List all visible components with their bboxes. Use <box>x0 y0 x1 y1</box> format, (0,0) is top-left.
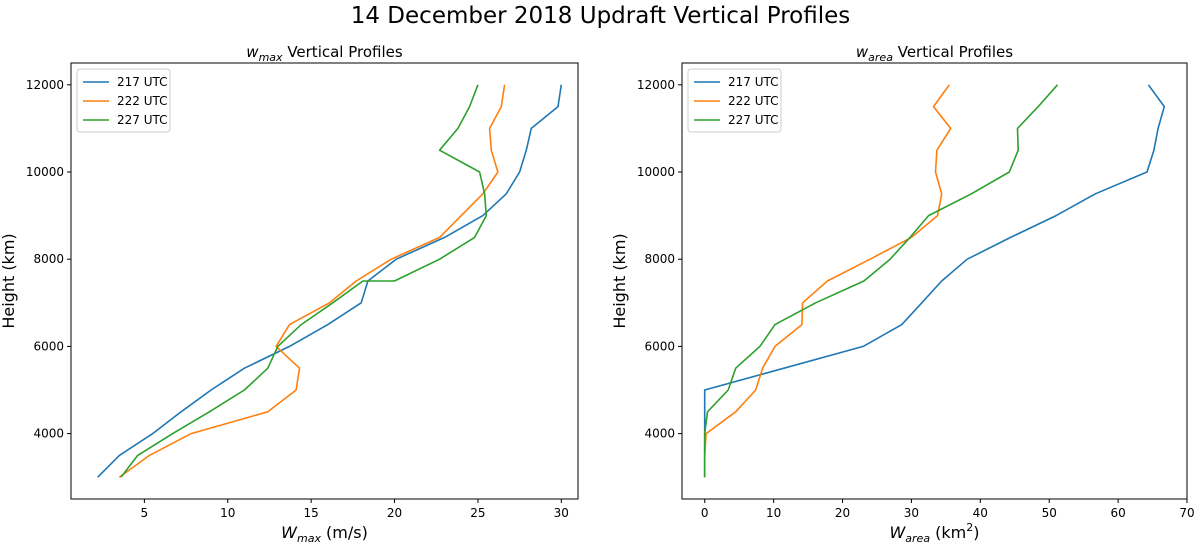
legend-label: 222 UTC <box>728 94 779 108</box>
x-tick-label: 60 <box>1110 506 1125 520</box>
x-tick-label: 10 <box>766 506 781 520</box>
legend-label: 222 UTC <box>117 94 168 108</box>
series-line-222-utc <box>703 84 952 478</box>
x-axis-label: Wmax (m/s) <box>281 523 368 545</box>
x-axis-label: Warea (km2) <box>889 521 979 545</box>
x-tick-label: 15 <box>304 506 319 520</box>
axes-frame <box>681 62 1188 500</box>
chart-left-wmax: 5 10 15 20 25 30 4000 6000 8000 10000 12000 wmax Ve… <box>0 43 579 545</box>
legend-label: 227 UTC <box>728 113 779 127</box>
x-tick-label: 70 <box>1179 506 1194 520</box>
legend-box <box>76 68 171 133</box>
y-tick-label: 4000 <box>644 427 675 441</box>
y-axis-label: Height (km) <box>610 233 629 328</box>
y-tick-label: 8000 <box>33 252 64 266</box>
x-tick-label: 40 <box>973 506 988 520</box>
y-tick-label: 8000 <box>644 252 675 266</box>
x-tick-label: 5 <box>141 506 149 520</box>
y-tick-label: 6000 <box>644 339 675 353</box>
series-line-227-utc <box>703 84 1059 478</box>
x-tick-label: 0 <box>701 506 709 520</box>
y-tick-label: 12000 <box>637 78 675 92</box>
x-tick-label: 10 <box>220 506 235 520</box>
y-tick-label: 4000 <box>33 427 64 441</box>
legend-label: 227 UTC <box>117 113 168 127</box>
y-tick-label: 10000 <box>26 165 64 179</box>
figure-title: 14 December 2018 Updraft Vertical Profil… <box>350 3 851 29</box>
x-tick-label: 20 <box>387 506 402 520</box>
y-tick-label: 6000 <box>33 339 64 353</box>
y-tick-label: 10000 <box>637 165 675 179</box>
y-axis-label: Height (km) <box>0 233 18 328</box>
x-tick-label: 30 <box>554 506 569 520</box>
x-tick-label: 30 <box>904 506 919 520</box>
chart-right-warea: 0 10 20 30 40 50 60 70 4000 6000 8000 10000 12000 war… <box>610 43 1195 545</box>
series-line-222-utc <box>118 84 506 478</box>
legend-box <box>687 68 782 133</box>
y-tick-label: 12000 <box>26 78 64 92</box>
legend-label: 217 UTC <box>728 75 779 89</box>
series-line-217-utc <box>97 84 563 478</box>
axes-title: warea Vertical Profiles <box>856 43 1013 64</box>
axes-frame <box>70 62 579 500</box>
x-tick-label: 25 <box>470 506 485 520</box>
series-line-227-utc <box>120 84 488 478</box>
series-line-217-utc <box>703 84 1166 478</box>
legend-label: 217 UTC <box>117 75 168 89</box>
x-tick-label: 20 <box>835 506 850 520</box>
axes-title: wmax Vertical Profiles <box>246 43 403 64</box>
x-tick-label: 50 <box>1042 506 1057 520</box>
